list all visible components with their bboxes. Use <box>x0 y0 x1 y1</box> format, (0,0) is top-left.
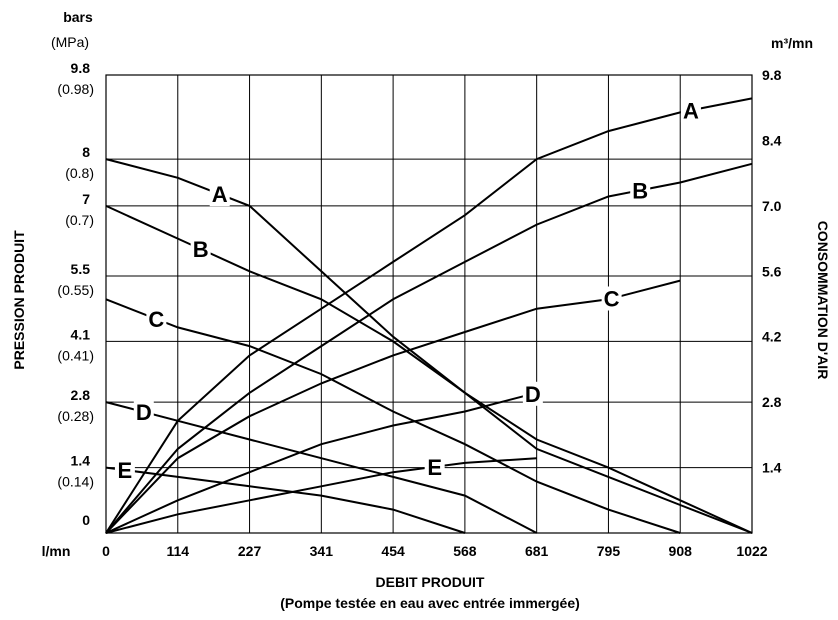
air-series-label-d: D <box>525 382 541 407</box>
x-axis-title: DEBIT PRODUIT <box>376 574 485 590</box>
x-tick-label: 908 <box>669 543 693 559</box>
x-axis-unit: l/mn <box>42 543 71 559</box>
x-tick-label: 0 <box>102 543 110 559</box>
left-axis-subunit: (MPa) <box>51 34 89 50</box>
right-tick-label: 1.4 <box>762 460 782 476</box>
air-label-bg-e <box>424 454 445 479</box>
left-axis-title: PRESSION PRODUIT <box>11 230 27 370</box>
right-axis-unit: m³/mn <box>771 35 813 51</box>
left-tick-label: 1.4 <box>71 453 91 469</box>
left-tick-sublabel: (0.7) <box>65 212 94 228</box>
left-tick-label: 2.8 <box>71 387 91 403</box>
x-axis-subtitle: (Pompe testée en eau avec entrée immergé… <box>280 595 580 611</box>
left-tick-label: 7 <box>82 191 90 207</box>
left-tick-sublabel: (0.14) <box>57 474 94 490</box>
plot-area: 0 114 227 341 454 568 681 795 908 1022 0 1.4 (0.14) 2… <box>57 60 781 559</box>
pressure-curve-c <box>105 298 681 534</box>
pressure-label-bg-a <box>209 182 230 207</box>
right-tick-label: 7.0 <box>762 198 782 214</box>
air-series-label-b: B <box>632 178 648 203</box>
left-tick-label: 4.1 <box>71 326 91 342</box>
x-tick-label: 227 <box>238 543 262 559</box>
air-label-bg-b <box>630 178 651 203</box>
air-curve-c <box>105 279 681 534</box>
x-tick-label: 114 <box>166 543 189 559</box>
left-tick-label: 8 <box>82 144 90 160</box>
left-tick-sublabel: (0.41) <box>57 347 94 363</box>
air-curve-a <box>105 97 753 534</box>
x-tick-label: 681 <box>525 543 549 559</box>
x-tick-label: 568 <box>453 543 477 559</box>
plot-frame <box>105 74 753 534</box>
right-tick-label: 4.2 <box>762 329 782 345</box>
x-tick-label: 454 <box>381 543 405 559</box>
x-tick-label: 1022 <box>736 543 767 559</box>
air-label-bg-c <box>601 286 622 311</box>
pressure-series-label-d: D <box>136 400 152 425</box>
left-tick-label: 0 <box>82 512 90 528</box>
pressure-curve-b <box>105 204 753 534</box>
pressure-label-bg-e <box>114 458 135 483</box>
air-series-label-c: C <box>604 286 620 311</box>
right-tick-label: 5.6 <box>762 263 782 279</box>
air-label-bg-d <box>522 381 543 406</box>
x-tick-label: 341 <box>310 543 334 559</box>
air-series-label-e: E <box>427 455 442 480</box>
right-axis-title: CONSOMMATION D'AIR <box>815 221 831 380</box>
right-tick-label: 9.8 <box>762 67 782 83</box>
pressure-label-bg-b <box>190 236 211 261</box>
pressure-label-bg-d <box>133 399 154 424</box>
left-tick-sublabel: (0.98) <box>57 81 94 97</box>
air-curve-e <box>105 457 537 534</box>
left-tick-sublabel: (0.55) <box>57 282 94 298</box>
right-tick-label: 2.8 <box>762 394 782 410</box>
x-tick-label: 795 <box>597 543 621 559</box>
pressure-series-label-b: B <box>193 237 209 262</box>
air-label-bg-a <box>680 98 701 123</box>
air-curve-d <box>105 391 537 534</box>
pressure-curve-e <box>105 466 466 534</box>
right-tick-label: 8.4 <box>762 132 782 148</box>
left-axis-unit: bars <box>63 9 93 25</box>
pressure-series-label-c: C <box>148 307 164 332</box>
pressure-series-label-a: A <box>212 182 228 207</box>
pressure-label-bg-c <box>146 307 167 332</box>
left-tick-label: 5.5 <box>71 261 91 277</box>
left-tick-sublabel: (0.28) <box>57 408 94 424</box>
left-tick-label: 9.8 <box>71 60 91 76</box>
pressure-series-label-e: E <box>118 458 133 483</box>
left-tick-sublabel: (0.8) <box>65 165 94 181</box>
air-series-label-a: A <box>683 98 699 123</box>
